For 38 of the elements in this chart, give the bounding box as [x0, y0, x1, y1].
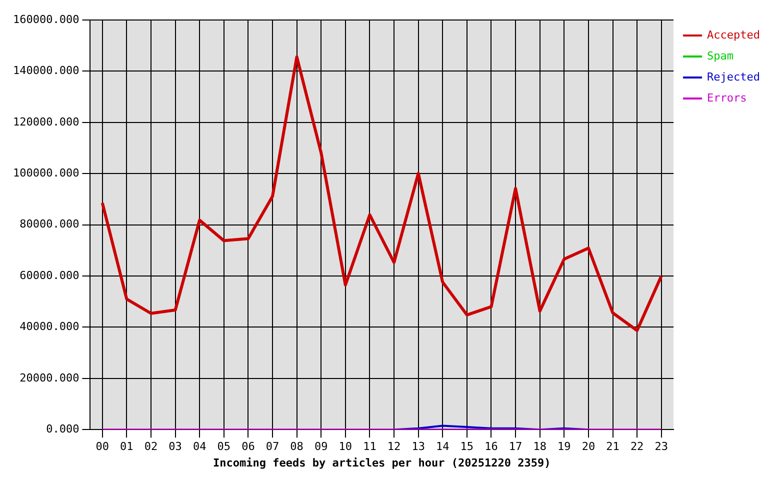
x-tick-label: 03	[168, 440, 182, 454]
x-axis-title: Incoming feeds by articles per hour (20251220 2359)	[212, 456, 551, 470]
x-tick-label: 07	[266, 440, 280, 454]
x-tick-label: 11	[363, 440, 376, 454]
x-tick-label: 22	[630, 440, 644, 454]
x-tick-label: 14	[436, 440, 450, 454]
x-tick-label: 10	[338, 440, 352, 454]
x-tick-label: 08	[290, 440, 304, 454]
legend-label: Spam	[707, 49, 734, 62]
x-tick-label: 23	[654, 440, 668, 454]
x-tick-label: 18	[533, 440, 546, 454]
y-tick-label: 80000.000	[20, 218, 80, 231]
x-tick-label: 20	[582, 440, 596, 454]
x-tick-label: 04	[192, 440, 207, 454]
x-tick-label: 16	[484, 440, 498, 454]
x-tick-label: 02	[144, 440, 158, 454]
x-tick-label: 13	[412, 440, 425, 454]
legend-label: Accepted	[707, 28, 760, 42]
y-tick-label: 120000.000	[12, 115, 80, 128]
x-tick-label: 06	[242, 440, 255, 454]
x-tick-label: 12	[387, 440, 401, 454]
legend-label: Rejected	[707, 70, 760, 84]
x-tick-label: 00	[96, 440, 110, 454]
legend-label: Errors	[707, 91, 747, 104]
x-tick-label: 01	[120, 440, 134, 454]
x-tick-label: 15	[460, 440, 474, 454]
x-tick-label: 05	[217, 440, 231, 454]
x-tick-label: 17	[508, 440, 522, 454]
y-tick-label: 40000.000	[20, 320, 80, 334]
y-tick-label: 60000.000	[20, 268, 80, 282]
y-tick-label: 160000.000	[12, 12, 80, 26]
x-tick-label: 19	[558, 440, 571, 454]
x-tick-label: 21	[606, 440, 620, 454]
y-tick-label: 140000.000	[12, 64, 80, 78]
x-tick-label: 09	[314, 440, 328, 454]
y-tick-label: 0.000	[46, 422, 80, 436]
y-tick-label: 100000.000	[12, 166, 80, 180]
y-tick-label: 20000.000	[20, 371, 80, 384]
